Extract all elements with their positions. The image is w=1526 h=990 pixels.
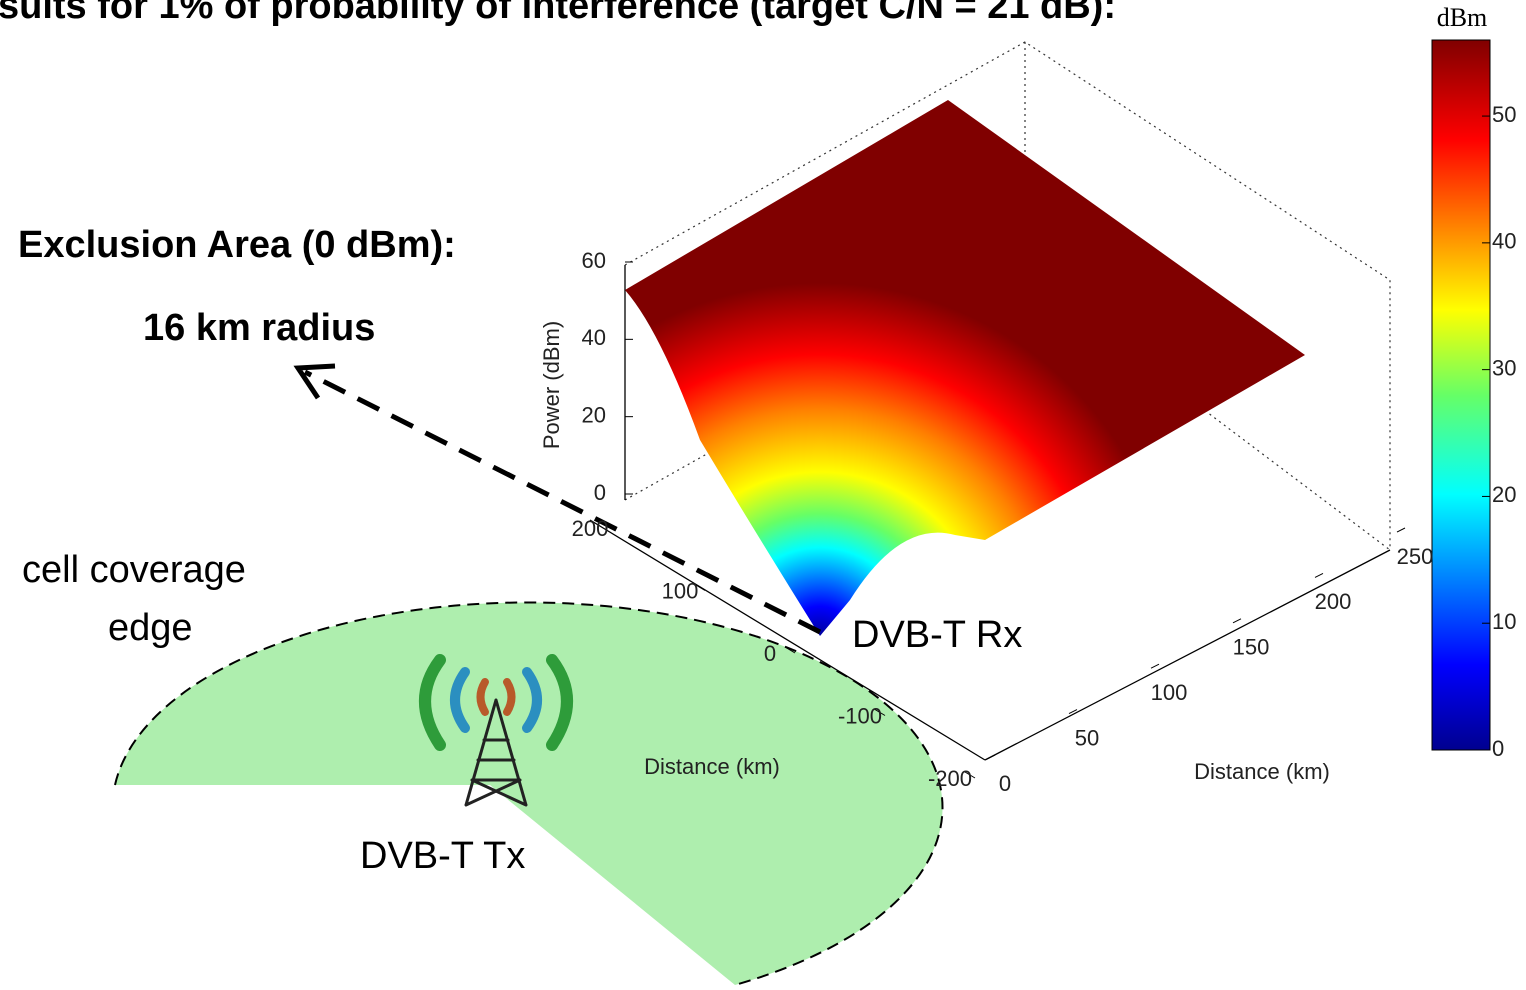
y-tick (784, 646, 796, 654)
axes (589, 265, 1391, 761)
x-axis (984, 549, 1391, 761)
annotation: cell coverage (22, 549, 246, 591)
z-tick-label: 20 (582, 402, 606, 427)
y-tick-label: 0 (764, 641, 776, 666)
annotation: DVB-T Rx (852, 614, 1022, 656)
y-tick (964, 771, 976, 779)
z-tick-label: 40 (582, 325, 606, 350)
x-tick-label: 50 (1075, 725, 1099, 750)
y-tick-label: -100 (838, 703, 882, 728)
x-tick-label: 200 (1315, 589, 1352, 614)
z-axis-label: Power (dBm) (539, 321, 564, 449)
box-edge (624, 274, 1391, 551)
annotation: edge (108, 607, 193, 649)
y-tick-label: -200 (928, 766, 972, 791)
y-tick-label: 100 (662, 578, 699, 603)
coverage-area (115, 602, 943, 985)
y-tick (604, 521, 616, 529)
coverage-edge (114, 601, 944, 986)
y-axis-label: Distance (km) (644, 754, 780, 779)
colorbar-tick-label: 40 (1492, 229, 1516, 254)
x-tick-label: 100 (1151, 680, 1188, 705)
colorbar-tick-label: 20 (1492, 482, 1516, 507)
y-tick-label: 200 (572, 516, 609, 541)
y-axis (589, 519, 986, 761)
colorbar (1431, 39, 1491, 751)
box-edge (624, 41, 1391, 550)
arrow-head (293, 363, 336, 400)
annotation: DVB-T Tx (360, 835, 525, 877)
x-axis-label: Distance (km) (1194, 759, 1330, 784)
x-tick-label: 0 (999, 771, 1011, 796)
x-tick (1068, 709, 1078, 715)
x-tick (1232, 618, 1242, 624)
x-tick (1150, 663, 1160, 669)
colorbar-tick-label: 10 (1492, 609, 1516, 634)
annotation: Exclusion Area (0 dBm): (18, 224, 456, 266)
tower-icon (419, 654, 573, 807)
x-tick (986, 754, 996, 760)
y-tick (694, 584, 706, 591)
y-tick (874, 709, 886, 716)
surface (625, 100, 1305, 636)
colorbar-tick-label: 50 (1492, 102, 1516, 127)
annotation: 16 km radius (143, 307, 375, 349)
z-tick-label: 60 (582, 248, 606, 273)
z-tick-label: 0 (594, 480, 606, 505)
radius-arrow (303, 369, 822, 635)
x-tick-label: 250 (1397, 544, 1434, 569)
colorbar-label: dBm (1437, 3, 1488, 32)
x-tick-label: 150 (1233, 635, 1270, 660)
x-tick (1314, 572, 1324, 578)
colorbar-tick-label: 0 (1492, 736, 1504, 761)
colorbar-tick-label: 30 (1492, 355, 1516, 380)
title: sults for 1% of probability of interfere… (0, 0, 1116, 27)
axis-box (624, 41, 1391, 551)
x-tick (1396, 527, 1406, 533)
